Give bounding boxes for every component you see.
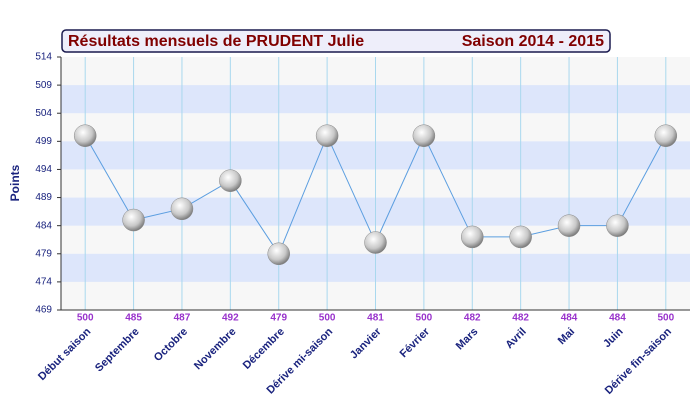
x-tick-label: Septembre bbox=[93, 326, 142, 375]
x-tick-label: Janvier bbox=[348, 325, 384, 361]
data-point bbox=[122, 208, 145, 232]
y-tick-label: 469 bbox=[35, 305, 52, 316]
data-point bbox=[73, 124, 97, 147]
chart-title: Résultats mensuels de PRUDENT Julie bbox=[68, 33, 364, 50]
x-tick-label: Mars bbox=[454, 326, 481, 353]
y-tick-label: 509 bbox=[35, 80, 52, 91]
value-label: 484 bbox=[561, 313, 578, 324]
title-box bbox=[61, 29, 611, 53]
value-label: 500 bbox=[416, 313, 433, 324]
x-tick-label: Novembre bbox=[192, 326, 239, 373]
data-point bbox=[606, 214, 629, 237]
y-tick-label: 499 bbox=[35, 136, 52, 147]
data-point bbox=[509, 225, 532, 249]
x-tick-label: Début saison bbox=[36, 326, 94, 384]
value-label: 500 bbox=[657, 313, 674, 324]
x-tick-label: Octobre bbox=[152, 326, 190, 364]
data-point bbox=[219, 169, 242, 192]
x-tick-label: Avril bbox=[503, 326, 528, 351]
y-tick-label: 474 bbox=[35, 277, 52, 288]
data-point bbox=[364, 231, 387, 254]
y-tick-label: 479 bbox=[35, 248, 52, 259]
value-label: 481 bbox=[367, 313, 384, 324]
y-tick-label: 494 bbox=[35, 164, 52, 175]
data-point bbox=[654, 124, 678, 147]
y-tick-label: 489 bbox=[35, 192, 52, 203]
x-tick-label: Juin bbox=[601, 326, 626, 351]
x-tick-label: Mai bbox=[556, 326, 577, 347]
value-label: 482 bbox=[512, 313, 529, 324]
y-axis-label: Points bbox=[8, 164, 22, 201]
value-label: 482 bbox=[464, 313, 481, 324]
data-point bbox=[461, 225, 484, 249]
chart-subtitle: Saison 2014 - 2015 bbox=[462, 33, 604, 50]
value-label: 479 bbox=[270, 313, 287, 324]
y-tick-label: 504 bbox=[35, 108, 52, 119]
data-point bbox=[170, 197, 194, 221]
data-point bbox=[557, 214, 581, 237]
x-tick-label: Février bbox=[398, 325, 433, 360]
value-label: 485 bbox=[125, 313, 142, 324]
data-point bbox=[315, 124, 339, 147]
value-label: 500 bbox=[77, 313, 94, 324]
y-tick-label: 514 bbox=[35, 52, 52, 63]
value-label: 487 bbox=[174, 313, 191, 324]
value-label: 484 bbox=[609, 313, 626, 324]
data-point bbox=[412, 124, 436, 147]
value-label: 492 bbox=[222, 313, 239, 324]
value-label: 500 bbox=[319, 313, 336, 324]
data-point bbox=[267, 242, 290, 266]
y-tick-label: 484 bbox=[35, 220, 52, 231]
x-tick-label: Décembre bbox=[241, 326, 287, 372]
